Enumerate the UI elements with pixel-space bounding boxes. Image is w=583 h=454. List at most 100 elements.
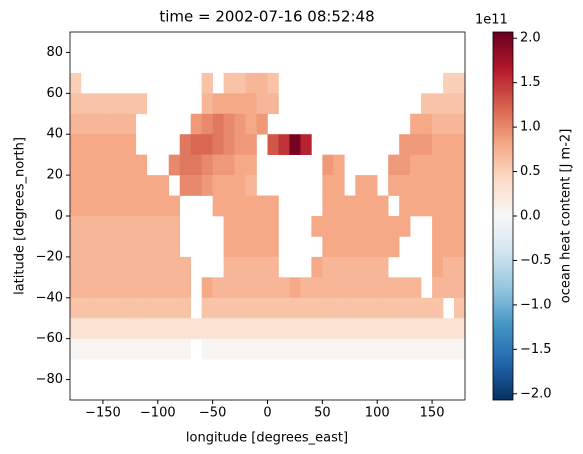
heat-cell bbox=[421, 113, 433, 135]
heat-cell bbox=[135, 236, 148, 258]
colorbar-offset: 1e11 bbox=[475, 13, 508, 28]
x-tick-label: −100 bbox=[140, 406, 176, 421]
heat-cell bbox=[344, 256, 356, 278]
heat-cell bbox=[124, 338, 137, 360]
heat-cell bbox=[80, 216, 93, 237]
heat-cell bbox=[245, 72, 257, 94]
heat-cell bbox=[80, 134, 93, 155]
heat-cell bbox=[421, 175, 433, 196]
heat-cell bbox=[102, 113, 115, 135]
heat-cell bbox=[322, 277, 334, 299]
heat-cell bbox=[234, 113, 246, 135]
heat-cell bbox=[432, 338, 444, 360]
heat-cell bbox=[201, 113, 213, 135]
heat-cell bbox=[102, 277, 115, 299]
heat-cell bbox=[454, 93, 466, 115]
heat-cell bbox=[223, 154, 235, 176]
heat-cell bbox=[113, 256, 126, 278]
heat-cell bbox=[256, 318, 268, 339]
heat-cell bbox=[70, 256, 82, 278]
heat-cell bbox=[113, 154, 126, 176]
heat-cell bbox=[421, 134, 433, 155]
heat-cell bbox=[256, 256, 268, 278]
y-tick-label: 60 bbox=[46, 86, 63, 101]
heat-cell bbox=[333, 256, 345, 278]
heat-cell bbox=[454, 277, 466, 299]
heat-cell bbox=[80, 297, 93, 319]
heat-cell bbox=[454, 236, 466, 258]
heat-cell bbox=[146, 236, 159, 258]
heat-cell bbox=[432, 175, 444, 196]
heat-cell bbox=[388, 277, 400, 299]
heat-cell bbox=[432, 93, 444, 115]
heat-cell bbox=[410, 297, 422, 319]
heat-cell bbox=[223, 277, 235, 299]
heat-cell bbox=[212, 195, 224, 217]
colorbar-tick-label: −0.5 bbox=[520, 253, 552, 268]
heat-cell bbox=[157, 318, 170, 339]
heat-cell bbox=[80, 236, 93, 258]
heat-cell bbox=[70, 72, 82, 94]
heat-cell bbox=[245, 256, 257, 278]
heat-cell bbox=[146, 216, 159, 237]
heat-cell bbox=[344, 297, 356, 319]
heat-cell bbox=[454, 134, 466, 155]
heat-cell bbox=[355, 195, 367, 217]
heat-cell bbox=[322, 338, 334, 360]
heat-cell bbox=[355, 256, 367, 278]
heat-cell bbox=[102, 256, 115, 278]
heat-cell bbox=[388, 297, 400, 319]
heat-cell bbox=[333, 297, 345, 319]
heat-cell bbox=[102, 297, 115, 319]
heat-cell bbox=[366, 175, 378, 196]
heat-cell bbox=[70, 113, 82, 135]
heat-cell bbox=[443, 134, 455, 155]
heat-cell bbox=[432, 113, 444, 135]
heat-cell bbox=[234, 216, 246, 237]
heat-cell bbox=[410, 113, 422, 135]
heat-cell bbox=[234, 256, 246, 278]
heat-cell bbox=[113, 134, 126, 155]
heat-cell bbox=[80, 175, 93, 196]
heat-cell bbox=[267, 256, 279, 278]
heat-cell bbox=[256, 216, 268, 237]
heat-cell bbox=[333, 277, 345, 299]
heat-cell bbox=[399, 216, 411, 237]
heat-cell bbox=[212, 93, 224, 115]
heat-cell bbox=[256, 297, 268, 319]
heat-cell bbox=[454, 297, 466, 319]
heat-cell bbox=[223, 338, 235, 360]
heat-cell bbox=[168, 277, 181, 299]
heat-cell bbox=[91, 236, 104, 258]
heat-cell bbox=[355, 236, 367, 258]
heat-cell bbox=[432, 256, 444, 278]
heat-cell bbox=[179, 318, 191, 339]
heat-cell bbox=[70, 93, 82, 115]
heat-cell bbox=[377, 236, 389, 258]
heat-cell bbox=[102, 216, 115, 237]
heat-cell bbox=[70, 134, 82, 155]
heat-cell bbox=[267, 236, 279, 258]
heat-cell bbox=[454, 338, 466, 360]
heat-cell bbox=[168, 338, 181, 360]
colorbar-tick-label: 1.5 bbox=[520, 75, 541, 90]
heat-cell bbox=[245, 175, 257, 196]
heat-cell bbox=[333, 236, 345, 258]
heat-cell bbox=[190, 134, 202, 155]
heat-cell bbox=[102, 318, 115, 339]
heat-cell bbox=[234, 154, 246, 176]
heat-cell bbox=[311, 256, 323, 278]
x-tick-label: 0 bbox=[263, 406, 271, 421]
heat-cell bbox=[80, 113, 93, 135]
heat-cell bbox=[410, 195, 422, 217]
heat-cell bbox=[124, 134, 137, 155]
heat-cell bbox=[256, 236, 268, 258]
colorbar-tick-label: 0.0 bbox=[520, 209, 541, 224]
heat-cell bbox=[366, 297, 378, 319]
heat-cell bbox=[432, 154, 444, 176]
heat-cell bbox=[421, 338, 433, 360]
heat-cell bbox=[267, 277, 279, 299]
heat-cell bbox=[113, 318, 126, 339]
heat-cell bbox=[234, 72, 246, 94]
